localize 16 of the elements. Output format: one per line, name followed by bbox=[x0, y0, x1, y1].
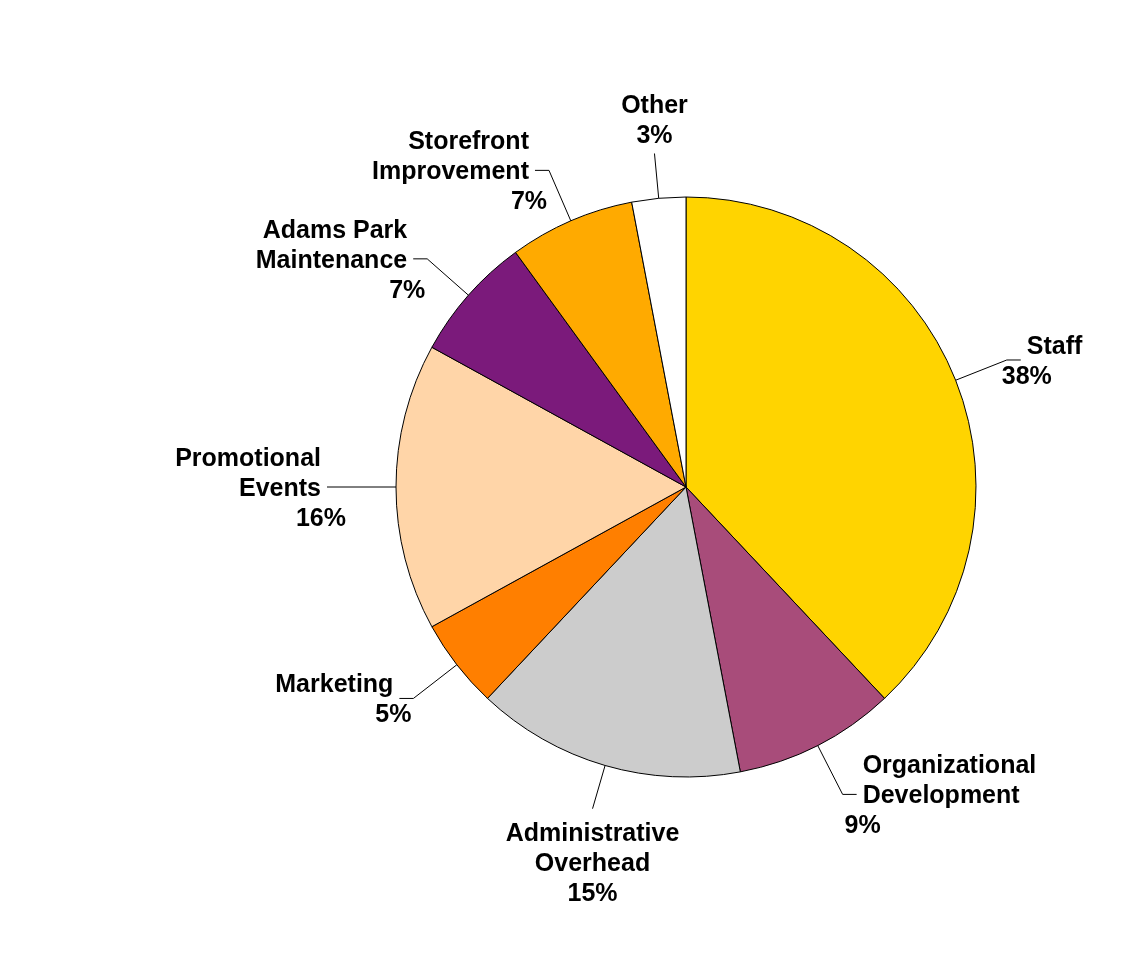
data-label: 16% bbox=[295, 503, 347, 531]
data-label: 7% bbox=[389, 274, 426, 303]
slice-label: Storefront Improvement bbox=[372, 126, 530, 185]
data-label: 38% bbox=[1001, 361, 1052, 389]
slice-label: Staff bbox=[1026, 331, 1083, 359]
data-label: 9% bbox=[844, 810, 881, 839]
slice-label: Adams Park Maintenance bbox=[255, 214, 408, 273]
slice-label: Marketing bbox=[275, 669, 394, 698]
data-label: 7% bbox=[510, 186, 548, 215]
slice-label: Administrative Overhead bbox=[505, 817, 680, 876]
data-label: 15% bbox=[567, 877, 618, 906]
slice-label: Other bbox=[621, 90, 689, 119]
data-label: 5% bbox=[375, 699, 412, 728]
slice-label: Promotional Events bbox=[175, 443, 321, 501]
data-label: 3% bbox=[636, 120, 673, 149]
slice-label: Organizational Development bbox=[862, 750, 1037, 809]
